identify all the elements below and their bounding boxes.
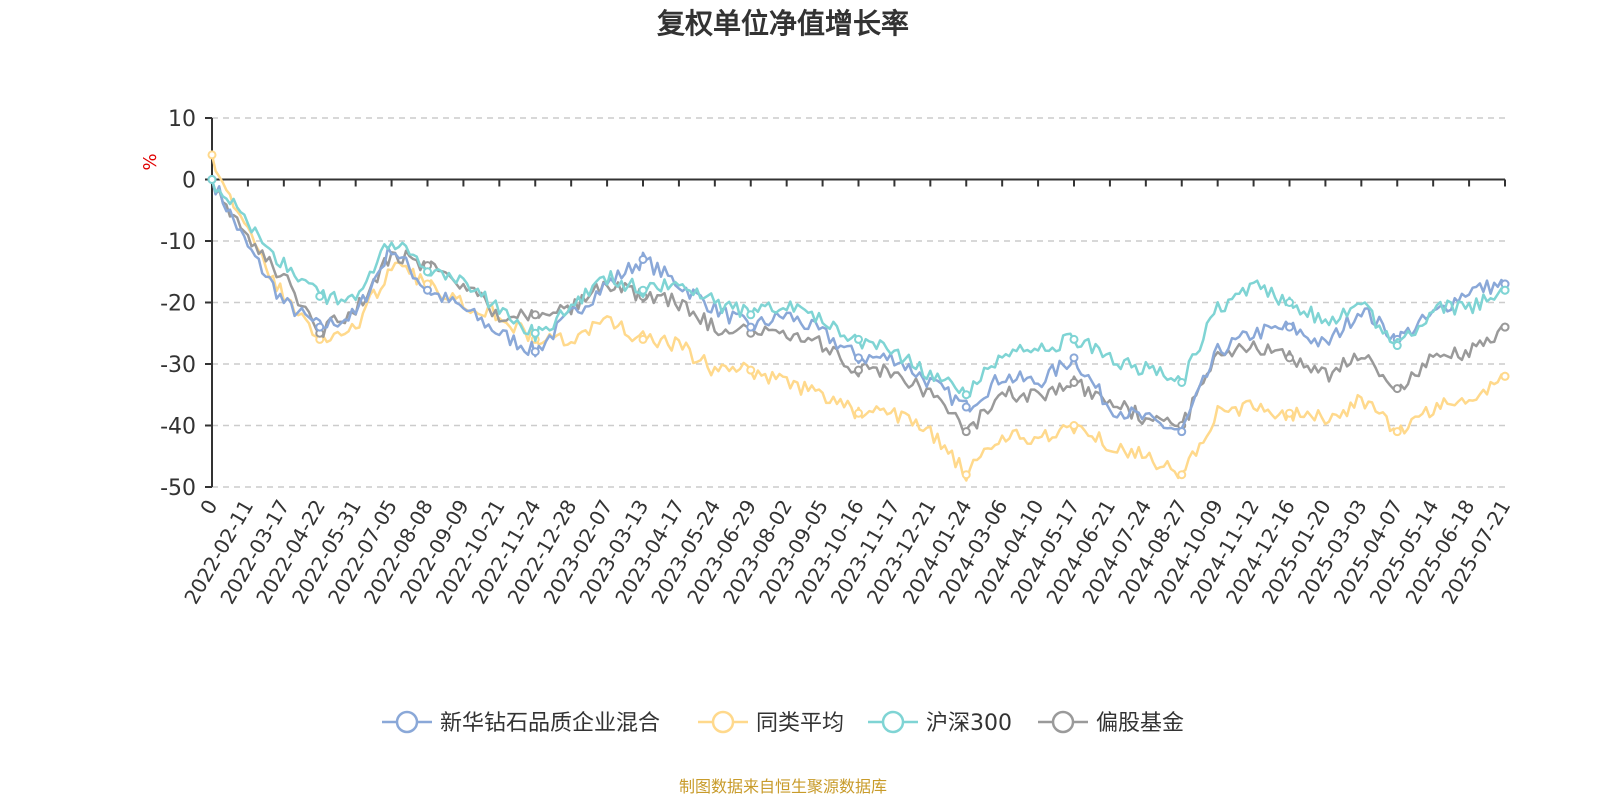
series-point-2	[315, 291, 325, 301]
series-point-3	[1500, 322, 1510, 332]
y-tick-label: -20	[160, 292, 196, 317]
y-axis-label: %	[140, 153, 161, 170]
series-point-1	[746, 365, 756, 375]
series-point-0	[1069, 353, 1079, 363]
series-point-1	[1285, 408, 1294, 418]
series-point-2	[638, 285, 648, 295]
series-point-2	[854, 334, 863, 344]
y-tick-labels: 10 0 -10 -20 -30 -40 -50	[160, 107, 196, 501]
y-tick-label: 0	[182, 169, 196, 194]
series-point-1	[1069, 421, 1079, 430]
y-tick-label: -40	[160, 415, 196, 440]
series-point-1	[961, 470, 971, 480]
y-tick-label: -50	[160, 476, 196, 501]
series-line-2	[210, 179, 1506, 399]
y-tick-label: -30	[160, 353, 196, 378]
series-point-3	[961, 427, 971, 437]
series-point-1	[1500, 371, 1510, 381]
series-point-0	[746, 322, 756, 332]
series-point-2	[1500, 285, 1510, 295]
series-point-3	[530, 310, 540, 320]
series-point-1	[1392, 427, 1402, 437]
legend-item-3[interactable]: 偏股基金	[1038, 710, 1184, 736]
series-point-1	[1177, 470, 1187, 480]
series-point-2	[207, 175, 217, 184]
series-point-0	[1285, 322, 1294, 332]
legend-item-2[interactable]: 沪深300	[868, 710, 1012, 736]
legend-label: 新华钻石品质企业混合	[440, 711, 660, 736]
legend-swatch-marker	[881, 710, 905, 734]
grid-lines	[212, 117, 1505, 488]
series-point-2	[1285, 298, 1294, 307]
series-point-3	[1069, 377, 1079, 387]
y-tick-label: 10	[168, 107, 196, 132]
legend-swatch-marker	[711, 710, 735, 734]
series-line-3	[210, 179, 1506, 432]
series-point-2	[1392, 341, 1402, 351]
series-point-1	[638, 334, 648, 344]
chart-title: 复权单位净值增长率	[657, 7, 909, 40]
legend-swatch-marker	[395, 710, 419, 734]
x-tick-label: 0	[195, 496, 222, 519]
legend-item-1[interactable]: 同类平均	[698, 710, 844, 736]
source-note: 制图数据来自恒生聚源数据库	[679, 777, 887, 796]
series-lines	[207, 150, 1510, 482]
x-tick-labels: 02022-02-112022-03-172022-04-222022-05-3…	[179, 496, 1515, 609]
series-point-3	[854, 365, 863, 375]
series-point-0	[1177, 427, 1187, 437]
legend-label: 沪深300	[926, 711, 1012, 736]
series-point-2	[1177, 377, 1187, 387]
series-point-0	[854, 353, 863, 363]
y-tick-label: -10	[160, 230, 196, 255]
series-point-3	[1285, 353, 1294, 363]
series-point-2	[423, 267, 432, 277]
series-point-2	[1069, 334, 1079, 344]
series-point-2	[530, 328, 540, 338]
series-point-3	[1392, 384, 1402, 394]
series-point-1	[207, 150, 217, 160]
series-point-2	[746, 310, 756, 320]
legend-item-0[interactable]: 新华钻石品质企业混合	[382, 710, 660, 736]
series-line-1	[210, 154, 1506, 482]
axes	[205, 117, 1506, 488]
series-point-0	[315, 322, 325, 332]
series-line-0	[210, 179, 1506, 431]
series-point-0	[961, 402, 971, 412]
series-point-2	[961, 390, 971, 400]
legend-label: 同类平均	[756, 711, 844, 736]
legend: 新华钻石品质企业混合 同类平均 沪深300 偏股基金	[382, 710, 1184, 736]
legend-swatch-marker	[1051, 710, 1075, 734]
legend-label: 偏股基金	[1096, 711, 1184, 736]
series-point-0	[638, 254, 648, 264]
series-point-0	[423, 285, 432, 295]
series-point-1	[854, 408, 863, 418]
series-point-0	[530, 347, 540, 357]
